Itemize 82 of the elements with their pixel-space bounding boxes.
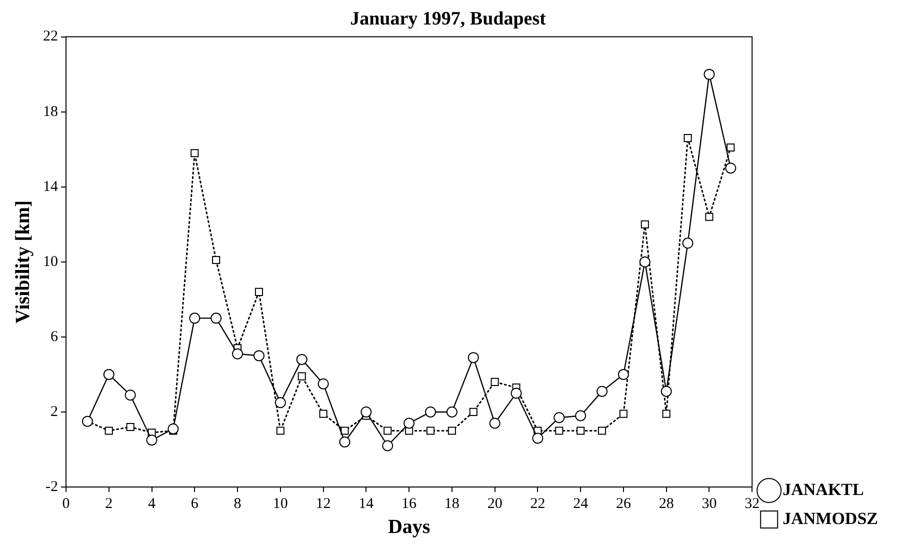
point [124,390,136,401]
point [189,312,200,324]
point [298,372,306,380]
point [360,406,372,418]
x-tick-label: 18 [444,496,460,512]
point [319,410,328,418]
point [146,434,158,446]
point [468,352,479,364]
x-tick-label: 22 [530,496,546,512]
x-tick-label: 26 [616,496,632,512]
y-tick-label: 10 [43,254,58,270]
x-tick-label: 20 [487,496,502,512]
point [532,432,544,444]
point [596,386,608,397]
point [168,423,179,434]
point [254,288,264,296]
y-axis-title: Visibility [km] [12,200,34,324]
y-tick-label: 18 [43,104,58,120]
point [575,410,586,422]
point [232,348,244,360]
point [598,426,606,435]
point [339,436,350,448]
point [340,426,349,435]
point [639,256,650,268]
point [682,238,694,249]
y-tick-label: 6 [50,328,58,345]
x-tick-label: 2 [105,496,113,512]
point [618,368,629,380]
point [469,408,478,416]
point [446,406,458,418]
y-tick-label: 14 [43,178,58,195]
point [725,162,736,174]
y-tick-label: -2 [46,478,58,495]
point [384,426,392,435]
point [555,426,564,435]
x-tick-label: 16 [402,496,418,512]
x-axis-title: Days [388,516,430,538]
point [104,426,113,435]
point [103,368,114,380]
point [382,440,394,452]
x-tick-label: 24 [573,496,589,512]
legend-label: JANMODSZ [782,508,878,528]
point [640,220,649,228]
y-tick-label: 22 [43,28,58,45]
x-tick-label: 4 [148,496,156,512]
x-tick-label: 32 [744,496,760,512]
point [190,149,199,158]
point [424,406,436,418]
x-tick-label: 0 [62,496,70,512]
legend-label: JANAKTL [782,480,864,499]
point [619,410,628,418]
x-tick-label: 8 [234,496,242,512]
point [276,426,284,435]
point [296,354,308,365]
x-tick-label: 30 [702,496,717,512]
point [253,350,264,362]
point [660,386,672,397]
point [210,312,222,324]
point [426,426,435,435]
x-tick-label: 6 [190,496,199,512]
point [490,378,499,386]
x-tick-label: 10 [272,496,288,512]
point [554,412,565,424]
point [318,378,329,390]
point [489,418,500,429]
point [212,256,220,264]
point [576,426,585,435]
point [126,422,134,432]
point [404,418,415,429]
point [684,134,692,142]
x-tick-label: 12 [316,496,331,512]
x-tick-label: 28 [658,496,674,512]
y-tick-label: 2 [50,404,58,420]
point [448,426,456,435]
point [726,143,735,152]
point [662,410,670,418]
chart-title: January 1997, Budapest [350,8,547,30]
point [510,388,522,399]
x-tick-label: 14 [358,496,374,512]
point [704,68,715,80]
point [705,212,714,221]
point [274,397,286,408]
